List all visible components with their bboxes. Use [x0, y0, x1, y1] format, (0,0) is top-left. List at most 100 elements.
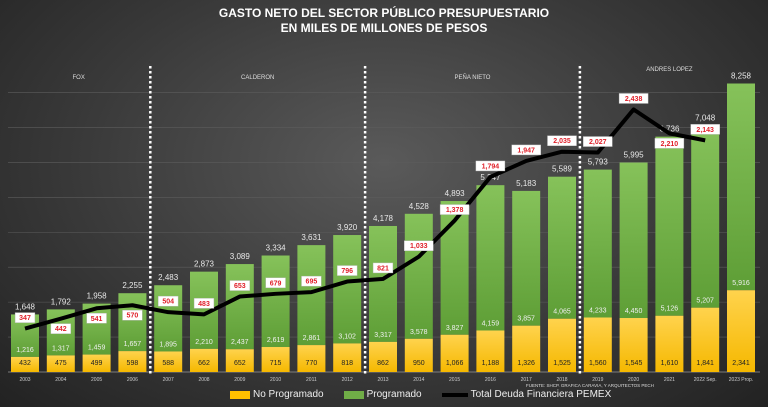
x-tick-label: 2008 [198, 377, 209, 383]
label-programado: 4,159 [482, 320, 500, 327]
label-pemex: 796 [341, 268, 353, 275]
label-no-programado: 1,610 [661, 360, 679, 367]
x-tick-label: 2022 Sep. [694, 377, 717, 383]
bar-no-programado [619, 318, 648, 372]
label-box-pemex [158, 295, 179, 307]
chart-title: GASTO NETO DEL SECTOR PÚBLICO PRESUPUEST… [218, 6, 550, 20]
label-no-programado: 432 [19, 360, 31, 367]
label-box-pemex [122, 310, 143, 321]
label-pemex: 2,210 [661, 141, 679, 148]
label-pemex: 347 [19, 315, 31, 322]
legend: No Programado Programado Total Deuda Fin… [230, 389, 611, 400]
label-total: 4,528 [409, 202, 430, 211]
bar-programado [548, 176, 576, 319]
bar-programado [297, 245, 326, 346]
period-label: FOX [73, 75, 85, 81]
label-programado: 3,317 [374, 332, 392, 339]
legend-label: Total Deuda Financiera PEMEX [470, 389, 612, 400]
bar-no-programado [46, 355, 75, 372]
x-tick-label: 2015 [449, 377, 460, 383]
label-total: 8,258 [731, 72, 752, 81]
label-total: 2,873 [194, 260, 215, 269]
label-box-pemex [583, 136, 613, 147]
label-programado: 4,065 [553, 309, 571, 316]
x-tick-label: 2011 [306, 377, 317, 383]
line-pemex [24, 107, 706, 331]
bar-no-programado [548, 318, 576, 372]
label-programado: 5,916 [732, 280, 750, 287]
label-programado: 3,578 [410, 329, 428, 336]
period-label: PEÑA NIETO [455, 74, 491, 81]
bar-no-programado [118, 351, 147, 372]
label-pemex: 1,033 [410, 243, 428, 250]
label-programado: 4,233 [589, 307, 607, 314]
label-programado: 4,450 [625, 308, 643, 315]
label-no-programado: 1,841 [696, 360, 714, 367]
label-pemex: 695 [306, 279, 318, 286]
bar-no-programado [655, 315, 684, 372]
bar-no-programado [512, 325, 541, 372]
x-tick-label: 2020 [628, 377, 639, 383]
label-no-programado: 950 [413, 360, 425, 367]
label-box-pemex [372, 262, 394, 274]
label-no-programado: 1,560 [589, 360, 607, 367]
label-pemex: 2,027 [589, 139, 607, 146]
label-box-pemex [50, 323, 71, 334]
legend-swatch [230, 390, 250, 399]
source-note: FUENTE: SHCP. GRAFICA CARAVIA, Y ARQUITE… [526, 383, 654, 388]
x-tick-label: 2004 [55, 377, 66, 383]
label-box-pemex [86, 313, 107, 324]
label-total: 2,483 [158, 273, 179, 282]
chart-subtitle: EN MILES DE MILLONES DE PESOS [280, 21, 488, 35]
bar-programado [118, 293, 147, 352]
x-tick-label: 2018 [556, 377, 567, 383]
bar-programado [691, 125, 720, 308]
label-no-programado: 598 [127, 360, 139, 367]
period-label: ANDRES LOPEZ [646, 67, 693, 73]
label-programado: 3,827 [446, 325, 464, 332]
label-no-programado: 1,525 [553, 360, 571, 367]
label-box-pemex [511, 144, 541, 156]
x-tick-label: 2009 [234, 377, 245, 383]
label-total: 1,648 [15, 302, 36, 311]
label-pemex: 1,794 [482, 163, 500, 170]
label-programado: 3,102 [338, 333, 356, 340]
bar-programado [583, 169, 612, 318]
label-no-programado: 715 [270, 360, 282, 367]
label-pemex: 442 [55, 326, 67, 333]
legend-label: No Programado [253, 389, 324, 400]
bar-no-programado [440, 334, 469, 372]
x-tick-label: 2021 [664, 377, 675, 383]
x-tick-label: 2012 [342, 377, 353, 383]
label-programado: 3,857 [517, 316, 535, 323]
label-pemex: 2,438 [625, 96, 643, 103]
bar-programado [476, 185, 505, 331]
bar-programado [655, 136, 684, 316]
label-box-pemex [193, 298, 215, 309]
chart-title-block: GASTO NETO DEL SECTOR PÚBLICO PRESUPUEST… [0, 6, 768, 36]
bar-no-programado [82, 354, 111, 372]
label-total: 3,089 [230, 252, 251, 261]
x-tick-label: 2005 [91, 377, 102, 383]
label-no-programado: 652 [234, 360, 246, 367]
label-total: 6,736 [659, 125, 680, 134]
label-programado: 2,437 [231, 339, 249, 346]
label-programado: 1,657 [124, 341, 142, 348]
legend-swatch [343, 390, 364, 399]
x-tick-label: 2023 Prop. [729, 377, 753, 383]
x-tick-label: 2019 [592, 377, 603, 383]
label-no-programado: 1,188 [482, 360, 500, 367]
label-programado: 1,317 [52, 345, 70, 352]
label-box-pemex [265, 277, 286, 289]
bar-programado [369, 225, 397, 342]
label-pemex: 504 [162, 299, 174, 306]
bar-no-programado [297, 345, 326, 372]
label-no-programado: 1,326 [517, 360, 535, 367]
label-no-programado: 1,545 [625, 360, 643, 367]
label-pemex: 679 [270, 280, 282, 287]
bar-programado [512, 190, 541, 326]
legend-item-no-programado: No Programado [230, 389, 324, 400]
bar-no-programado [583, 317, 612, 372]
x-tick-label: 2003 [19, 377, 30, 383]
